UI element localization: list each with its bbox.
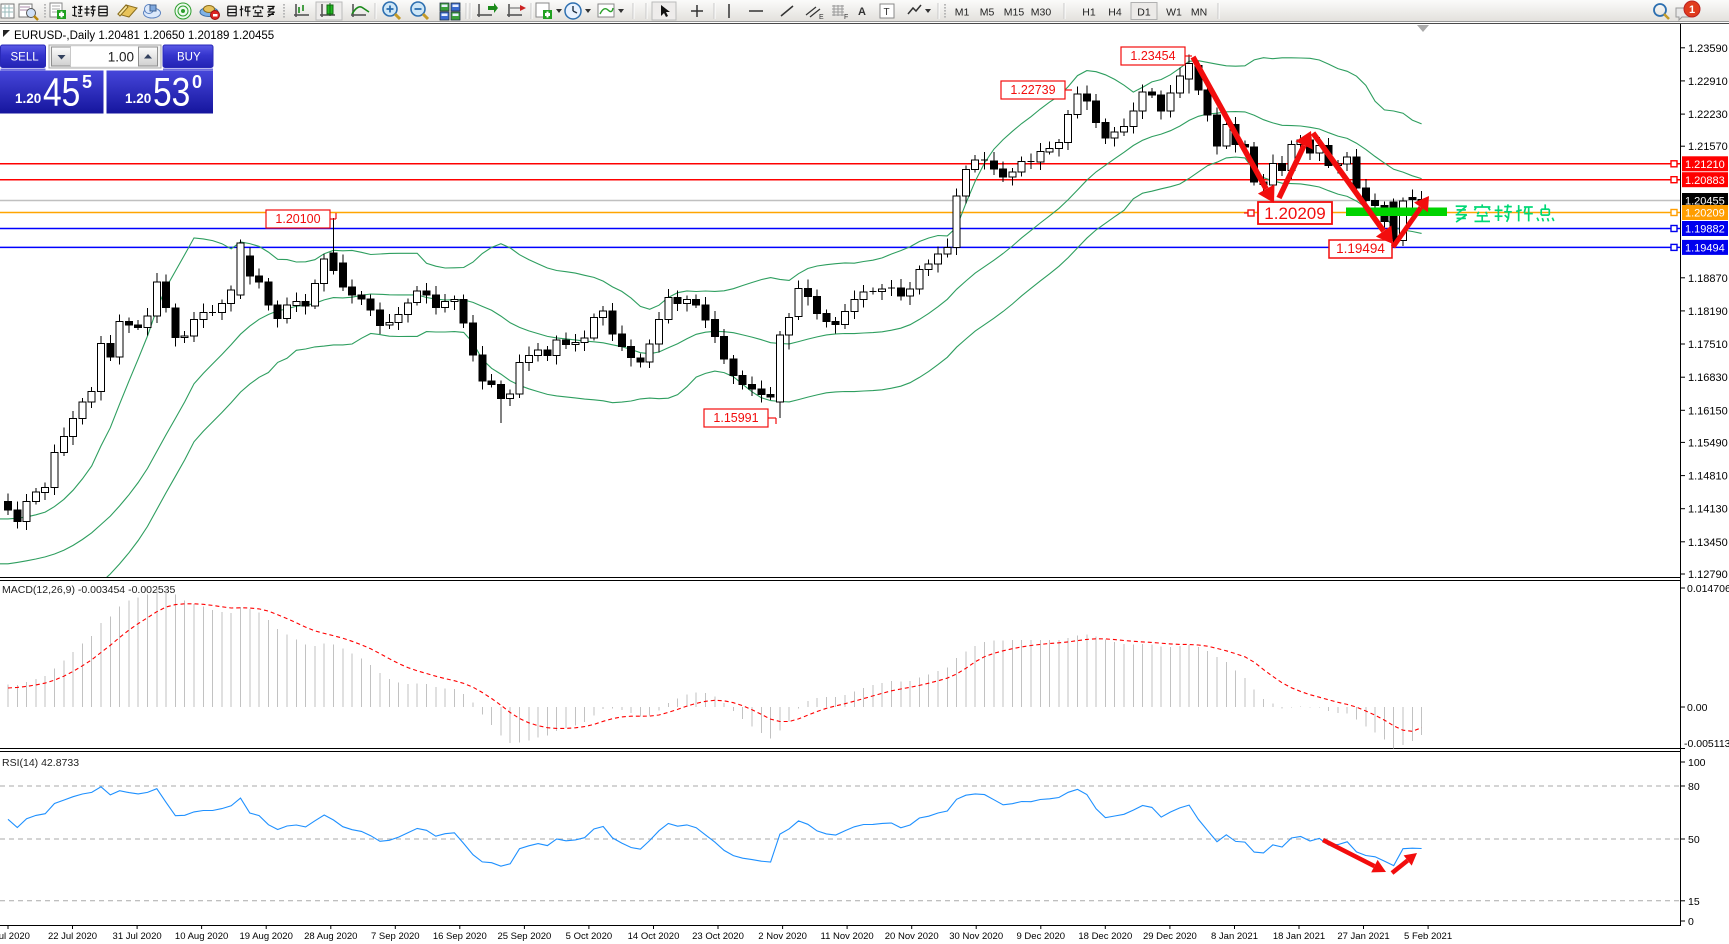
svg-text:2 Nov 2020: 2 Nov 2020 [758,931,807,942]
svg-text:53: 53 [153,70,190,114]
svg-text:8 Jan 2021: 8 Jan 2021 [1211,931,1258,942]
svg-text:1.20: 1.20 [15,91,41,106]
svg-text:M15: M15 [1004,7,1025,19]
svg-text:15: 15 [1688,896,1700,908]
svg-text:A: A [858,6,866,18]
svg-text:1.20: 1.20 [125,91,151,106]
svg-text:1.22910: 1.22910 [1688,76,1728,88]
svg-text:1.18870: 1.18870 [1688,273,1728,285]
svg-text:-0.005113: -0.005113 [1684,738,1729,750]
svg-text:M1: M1 [955,7,970,19]
svg-text:BUY: BUY [177,52,201,64]
svg-text:1.19494: 1.19494 [1685,243,1725,255]
svg-text:1.15490: 1.15490 [1688,437,1728,449]
svg-text:1.17510: 1.17510 [1688,339,1728,351]
svg-text:100: 100 [1688,757,1706,769]
svg-text:H1: H1 [1082,7,1096,19]
svg-text:H4: H4 [1108,7,1122,19]
svg-text:20 Nov 2020: 20 Nov 2020 [885,931,939,942]
svg-text:MN: MN [1191,7,1207,19]
svg-text:1: 1 [1689,4,1695,16]
svg-text:5 Feb 2021: 5 Feb 2021 [1404,931,1452,942]
svg-text:7 Sep 2020: 7 Sep 2020 [371,931,420,942]
svg-text:W1: W1 [1166,7,1182,19]
svg-text:18 Dec 2020: 18 Dec 2020 [1078,931,1132,942]
svg-text:31 Jul 2020: 31 Jul 2020 [113,931,162,942]
svg-text:0: 0 [192,72,202,92]
svg-text:M5: M5 [980,7,995,19]
svg-text:16 Sep 2020: 16 Sep 2020 [433,931,487,942]
svg-text:SELL: SELL [11,52,40,64]
svg-text:50: 50 [1688,834,1700,846]
svg-text:5: 5 [82,72,92,92]
svg-text:E: E [819,14,824,21]
svg-text:14 Oct 2020: 14 Oct 2020 [628,931,680,942]
svg-text:1.20209: 1.20209 [1264,204,1325,223]
svg-text:1.22230: 1.22230 [1688,109,1728,121]
svg-text:29 Dec 2020: 29 Dec 2020 [1143,931,1197,942]
svg-text:80: 80 [1688,781,1700,793]
svg-text:9 Dec 2020: 9 Dec 2020 [1017,931,1066,942]
svg-text:1.20883: 1.20883 [1685,175,1725,187]
svg-text:18 Jan 2021: 18 Jan 2021 [1273,931,1325,942]
svg-text:0: 0 [1688,916,1694,928]
svg-text:1.20455: 1.20455 [1685,196,1725,208]
svg-text:1.19882: 1.19882 [1685,224,1725,236]
svg-text:1.14810: 1.14810 [1688,471,1728,483]
svg-text:1.19494: 1.19494 [1336,241,1385,256]
svg-text:1.13450: 1.13450 [1688,537,1728,549]
svg-text:5 Oct 2020: 5 Oct 2020 [566,931,612,942]
svg-text:1.12790: 1.12790 [1688,569,1728,581]
svg-text:27 Jan 2021: 27 Jan 2021 [1337,931,1389,942]
svg-text:11 Nov 2020: 11 Nov 2020 [821,931,874,942]
svg-text:1.23454: 1.23454 [1130,49,1175,63]
svg-text:8 Jul 2020: 8 Jul 2020 [0,931,30,942]
svg-text:25 Sep 2020: 25 Sep 2020 [497,931,551,942]
svg-text:MACD(12,26,9) -0.003454 -0.002: MACD(12,26,9) -0.003454 -0.002535 [2,584,176,596]
svg-text:D1: D1 [1137,7,1151,19]
svg-text:1.18190: 1.18190 [1688,306,1728,318]
svg-text:T: T [884,7,890,18]
svg-text:19 Aug 2020: 19 Aug 2020 [240,931,293,942]
svg-text:22 Jul 2020: 22 Jul 2020 [48,931,97,942]
svg-text:1.16150: 1.16150 [1688,405,1728,417]
svg-text:0.00: 0.00 [1687,702,1708,714]
svg-text:RSI(14) 42.8733: RSI(14) 42.8733 [2,757,79,769]
svg-text:1.14130: 1.14130 [1688,504,1728,516]
svg-text:1.16830: 1.16830 [1688,372,1728,384]
svg-text:1.20209: 1.20209 [1685,208,1725,220]
svg-text:1.00: 1.00 [108,50,134,65]
svg-text:30 Nov 2020: 30 Nov 2020 [949,931,1003,942]
svg-text:1.21570: 1.21570 [1688,141,1728,153]
svg-text:0.014706: 0.014706 [1687,583,1729,595]
svg-text:1.15991: 1.15991 [713,411,758,425]
svg-text:45: 45 [43,70,80,114]
svg-text:10 Aug 2020: 10 Aug 2020 [175,931,228,942]
svg-text:F: F [844,14,848,21]
svg-text:1.21210: 1.21210 [1685,159,1725,171]
svg-text:1.20100: 1.20100 [275,212,320,226]
svg-text:28 Aug 2020: 28 Aug 2020 [304,931,357,942]
svg-text:23 Oct 2020: 23 Oct 2020 [692,931,744,942]
svg-text:1.22739: 1.22739 [1010,83,1055,97]
svg-text:EURUSD-,Daily 1.20481 1.20650: EURUSD-,Daily 1.20481 1.20650 1.20189 1.… [14,30,274,42]
svg-text:1.23590: 1.23590 [1688,43,1728,55]
svg-text:M30: M30 [1031,7,1052,19]
